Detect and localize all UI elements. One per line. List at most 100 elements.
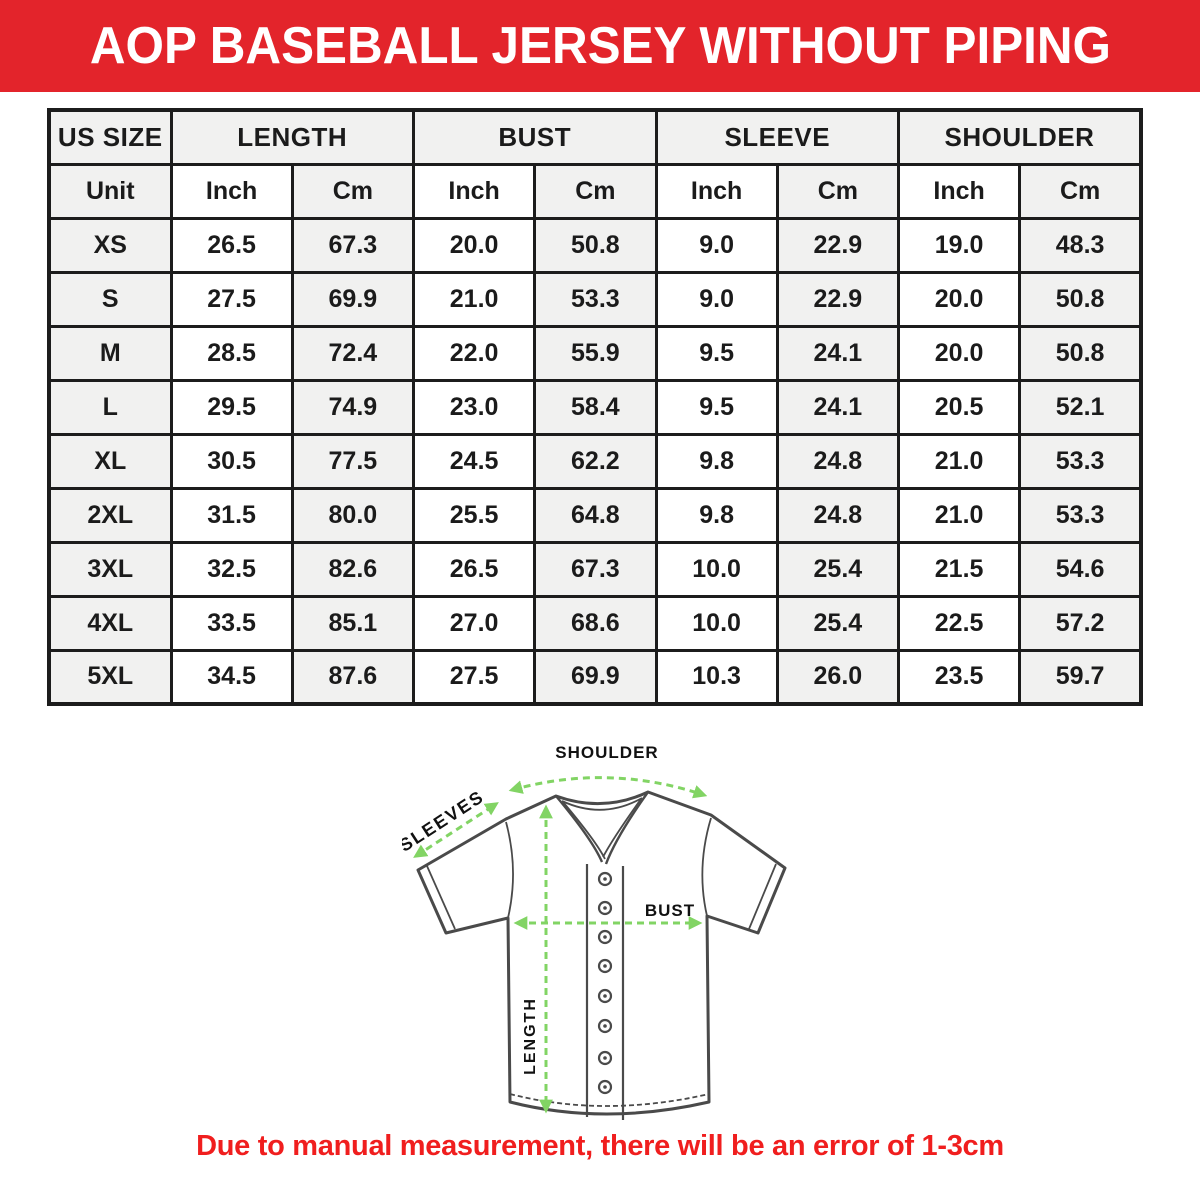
value-cell: 21.0 [896, 486, 1022, 544]
value-cell: 20.0 [411, 216, 537, 274]
value-cell: 82.6 [290, 540, 416, 598]
value-cell: 50.8 [1018, 324, 1143, 382]
value-cell: 9.8 [654, 432, 779, 490]
unit-cm-bust: Cm [533, 162, 658, 220]
size-cell: XS [47, 216, 173, 274]
value-cell: 25.4 [775, 594, 901, 652]
value-cell: 10.0 [654, 594, 779, 652]
value-cell: 25.5 [411, 486, 537, 544]
value-cell: 68.6 [533, 594, 658, 652]
value-cell: 25.4 [775, 540, 901, 598]
value-cell: 74.9 [290, 378, 416, 436]
value-cell: 53.3 [533, 270, 658, 328]
value-cell: 24.1 [775, 378, 901, 436]
value-cell: 29.5 [169, 378, 294, 436]
jersey-measurement-diagram: SHOULDER SLEEVES BUST LENGTH [402, 743, 787, 1120]
value-cell: 23.5 [896, 648, 1022, 706]
value-cell: 30.5 [169, 432, 294, 490]
jersey-details [426, 791, 777, 1120]
length-group-header: LENGTH [169, 108, 415, 166]
value-cell: 59.7 [1018, 648, 1143, 706]
value-cell: 55.9 [533, 324, 658, 382]
length-label: LENGTH [522, 997, 539, 1075]
value-cell: 87.6 [290, 648, 416, 706]
value-cell: 85.1 [290, 594, 416, 652]
value-cell: 32.5 [169, 540, 294, 598]
value-cell: 69.9 [290, 270, 416, 328]
unit-inch-sleeve: Inch [654, 162, 779, 220]
value-cell: 21.5 [896, 540, 1022, 598]
group-header-row: US SIZE LENGTH BUST SLEEVE SHOULDER [47, 108, 1143, 166]
page-title: AOP BASEBALL JERSEY WITHOUT PIPING [89, 17, 1111, 75]
value-cell: 26.5 [169, 216, 294, 274]
value-cell: 21.0 [411, 270, 537, 328]
sleeves-measure-arrow [413, 802, 499, 858]
value-cell: 54.6 [1018, 540, 1143, 598]
value-cell: 21.0 [896, 432, 1022, 490]
size-chart-table: US SIZE LENGTH BUST SLEEVE SHOULDER Unit… [47, 108, 1143, 706]
shoulder-label: SHOULDER [555, 743, 658, 762]
value-cell: 24.1 [775, 324, 901, 382]
size-row: S 27.5 69.9 21.0 53.3 9.0 22.9 20.0 50.8 [47, 270, 1143, 328]
value-cell: 9.0 [654, 216, 779, 274]
value-cell: 34.5 [169, 648, 294, 706]
value-cell: 20.5 [896, 378, 1022, 436]
value-cell: 72.4 [290, 324, 416, 382]
unit-header-row: Unit Inch Cm Inch Cm Inch Cm Inch Cm [47, 162, 1143, 220]
value-cell: 67.3 [533, 540, 658, 598]
shoulder-measure-arrow [508, 776, 708, 799]
jersey-buttons [597, 871, 613, 1095]
size-row: 3XL 32.5 82.6 26.5 67.3 10.0 25.4 21.5 5… [47, 540, 1143, 598]
size-cell: S [47, 270, 173, 328]
value-cell: 26.0 [775, 648, 901, 706]
value-cell: 27.0 [411, 594, 537, 652]
sleeve-group-header: SLEEVE [654, 108, 900, 166]
value-cell: 64.8 [533, 486, 658, 544]
size-cell: L [47, 378, 173, 436]
unit-inch-length: Inch [169, 162, 294, 220]
value-cell: 24.8 [775, 486, 901, 544]
value-cell: 52.1 [1018, 378, 1143, 436]
value-cell: 22.9 [775, 270, 901, 328]
value-cell: 22.0 [411, 324, 537, 382]
size-row: 2XL 31.5 80.0 25.5 64.8 9.8 24.8 21.0 53… [47, 486, 1143, 544]
value-cell: 77.5 [290, 432, 416, 490]
size-row: XS 26.5 67.3 20.0 50.8 9.0 22.9 19.0 48.… [47, 216, 1143, 274]
bust-label: BUST [645, 901, 695, 920]
value-cell: 67.3 [290, 216, 416, 274]
unit-inch-shoulder: Inch [896, 162, 1022, 220]
value-cell: 62.2 [533, 432, 658, 490]
unit-cm-length: Cm [290, 162, 416, 220]
value-cell: 50.8 [533, 216, 658, 274]
value-cell: 53.3 [1018, 486, 1143, 544]
unit-cm-sleeve: Cm [775, 162, 901, 220]
value-cell: 24.8 [775, 432, 901, 490]
value-cell: 58.4 [533, 378, 658, 436]
size-cell: 4XL [47, 594, 173, 652]
value-cell: 10.3 [654, 648, 779, 706]
jersey-outline [416, 790, 787, 1116]
value-cell: 57.2 [1018, 594, 1143, 652]
value-cell: 33.5 [169, 594, 294, 652]
value-cell: 27.5 [411, 648, 537, 706]
size-row: L 29.5 74.9 23.0 58.4 9.5 24.1 20.5 52.1 [47, 378, 1143, 436]
size-row: 4XL 33.5 85.1 27.0 68.6 10.0 25.4 22.5 5… [47, 594, 1143, 652]
unit-cm-shoulder: Cm [1018, 162, 1143, 220]
value-cell: 23.0 [411, 378, 537, 436]
shoulder-group-header: SHOULDER [897, 108, 1143, 166]
size-cell: 3XL [47, 540, 173, 598]
value-cell: 27.5 [169, 270, 294, 328]
unit-label: Unit [47, 162, 173, 220]
value-cell: 20.0 [896, 270, 1022, 328]
unit-inch-bust: Inch [411, 162, 537, 220]
value-cell: 24.5 [411, 432, 537, 490]
value-cell: 50.8 [1018, 270, 1143, 328]
value-cell: 9.5 [654, 324, 779, 382]
size-rows: XS 26.5 67.3 20.0 50.8 9.0 22.9 19.0 48.… [47, 216, 1143, 706]
title-banner: AOP BASEBALL JERSEY WITHOUT PIPING [0, 0, 1200, 92]
size-cell: XL [47, 432, 173, 490]
value-cell: 28.5 [169, 324, 294, 382]
value-cell: 9.8 [654, 486, 779, 544]
value-cell: 22.9 [775, 216, 901, 274]
value-cell: 53.3 [1018, 432, 1143, 490]
